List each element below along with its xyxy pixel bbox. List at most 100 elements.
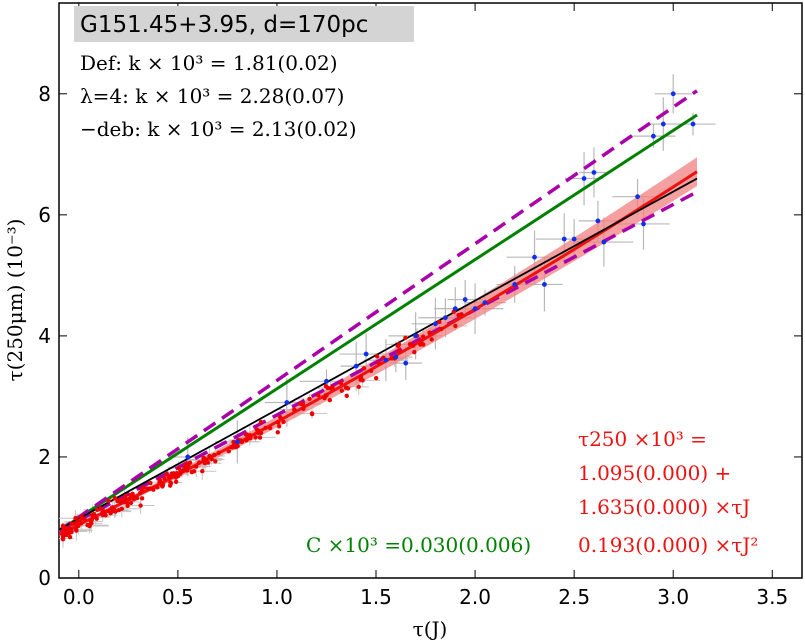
blue-data-point: [462, 297, 468, 302]
red-data-point: [389, 356, 395, 361]
red-data-point: [164, 472, 169, 477]
red-fit-line2: 1.095(0.000) +: [578, 461, 731, 485]
red-data-point: [167, 483, 173, 488]
red-data-point: [358, 374, 364, 380]
red-data-point: [148, 480, 153, 486]
red-data-point: [374, 375, 379, 381]
red-fit-curve: [59, 170, 698, 536]
red-data-point: [138, 503, 143, 508]
red-data-point: [181, 468, 186, 473]
red-data-point: [374, 354, 380, 359]
red-data-point: [216, 450, 221, 456]
x-axis-title: τ(J): [413, 617, 448, 641]
blue-data-point: [433, 321, 438, 327]
red-data-point: [456, 312, 461, 318]
red-data-point: [155, 485, 160, 490]
red-data-point: [258, 419, 264, 425]
red-data-point: [344, 393, 349, 399]
x-tick-label: 0.0: [63, 585, 95, 609]
x-tick-label: 0.5: [162, 585, 194, 609]
red-data-point: [137, 490, 143, 496]
red-data-point: [173, 479, 179, 484]
red-data-point: [193, 464, 199, 469]
red-data-point: [439, 326, 444, 332]
red-data-point: [178, 471, 183, 476]
blue-data-point: [353, 363, 359, 369]
x-tick-label: 1.5: [360, 585, 392, 609]
red-data-point: [128, 492, 133, 498]
plot-area: [58, 2, 803, 579]
red-data-point: [145, 486, 150, 491]
blue-data-point: [591, 170, 597, 175]
red-data-point: [200, 469, 205, 474]
red-data-point: [368, 368, 374, 373]
red-data-point: [207, 453, 212, 459]
red-data-point: [429, 337, 434, 342]
red-data-point: [90, 514, 96, 519]
red-data-point: [256, 430, 261, 436]
red-data-point: [420, 334, 426, 339]
red-data-point: [226, 449, 231, 454]
red-data-point: [139, 487, 144, 492]
blue-data-point: [234, 439, 240, 445]
red-data-point: [453, 323, 458, 329]
red-data-point: [322, 395, 327, 401]
red-data-point: [263, 425, 268, 431]
red-data-point: [292, 407, 297, 412]
red-data-point: [73, 516, 78, 521]
title-box: [74, 6, 414, 42]
red-data-point: [307, 396, 312, 402]
red-data-point: [244, 438, 249, 443]
blue-data-point: [442, 315, 448, 321]
chart-title: G151.45+3.95, d=170pc: [80, 12, 368, 38]
red-data-point: [253, 435, 258, 440]
red-data-point: [123, 493, 128, 499]
blue-data-point: [571, 236, 577, 242]
blue-data-point: [472, 306, 478, 312]
red-data-point: [316, 393, 321, 398]
red-data-point: [281, 419, 286, 425]
red-data-point: [67, 528, 73, 534]
red-data-point: [211, 452, 217, 458]
magenta-upper-line: [59, 89, 698, 533]
green-fit-line: [59, 113, 698, 533]
red-data-point: [267, 425, 273, 431]
red-data-point: [437, 319, 442, 325]
blue-data-point: [413, 333, 419, 339]
red-data-point: [298, 401, 303, 406]
red-data-point: [94, 507, 100, 513]
green-fit-label: C ×10³ =0.030(0.006): [306, 533, 531, 557]
blue-data-point: [635, 194, 640, 200]
y-axis-title: τ(250μm) (10⁻³): [3, 219, 27, 382]
blue-data-point: [482, 300, 488, 306]
blue-data-point: [595, 218, 601, 224]
red-data-point: [275, 420, 281, 425]
red-fit-line4: 0.193(0.000) ×τJ²: [578, 533, 758, 557]
blue-data-point: [670, 91, 676, 97]
red-data-point: [191, 469, 197, 474]
red-data-point: [419, 340, 424, 345]
red-data-point: [427, 330, 432, 335]
red-data-point: [233, 444, 239, 450]
red-data-point: [403, 335, 408, 341]
red-data-point: [410, 343, 416, 348]
red-data-point: [396, 342, 402, 347]
red-data-point: [275, 430, 280, 435]
blue-data-point: [651, 133, 656, 139]
red-data-point: [309, 411, 315, 417]
x-tick-label: 1.0: [261, 585, 293, 609]
red-data-point: [323, 383, 329, 389]
red-data-point: [187, 460, 193, 465]
red-data-point: [361, 366, 367, 371]
red-data-point: [327, 397, 333, 403]
red-data-point: [113, 509, 118, 514]
fit-label-lambda4: λ=4: k × 10³ = 2.28(0.07): [80, 84, 344, 108]
blue-data-point: [641, 221, 646, 227]
red-data-point: [125, 503, 130, 509]
red-data-point: [376, 360, 381, 366]
red-data-point: [131, 497, 137, 502]
red-data-point: [100, 508, 105, 513]
red-data-point: [176, 466, 181, 471]
blue-data-point: [561, 236, 567, 242]
blue-data-point: [542, 282, 547, 287]
